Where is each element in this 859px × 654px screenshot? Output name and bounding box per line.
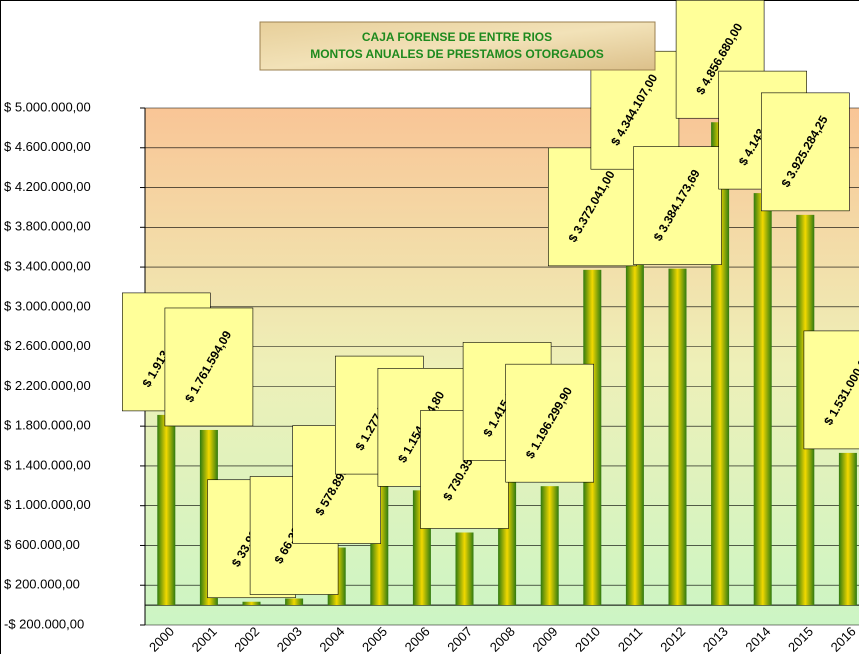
y-tick-label: $ 3.800.000,00 <box>4 219 91 234</box>
data-label-box <box>633 146 722 265</box>
bar <box>838 452 857 606</box>
chart-subtitle: MONTOS ANUALES DE PRESTAMOS OTORGADOS <box>310 47 604 61</box>
y-tick-label: $ 1.800.000,00 <box>4 418 91 433</box>
data-label-box <box>803 330 859 450</box>
y-tick-label: $ 600.000,00 <box>4 537 80 552</box>
y-tick-label: $ 5.000.000,00 <box>4 99 91 114</box>
y-tick-label: $ 4.200.000,00 <box>4 179 91 194</box>
y-tick-label: $ 4.600.000,00 <box>4 139 91 154</box>
y-tick-label: $ 3.000.000,00 <box>4 298 91 313</box>
y-tick-label: $ 1.000.000,00 <box>4 497 91 512</box>
y-tick-label: $ 200.000,00 <box>4 577 80 592</box>
y-tick-label: $ 1.400.000,00 <box>4 457 91 472</box>
y-tick-label: $ 2.600.000,00 <box>4 338 91 353</box>
y-tick-label: -$ 200.000,00 <box>4 616 84 631</box>
bar <box>455 532 474 606</box>
bar <box>285 598 304 606</box>
bar <box>540 486 559 606</box>
bar <box>157 414 176 606</box>
bar <box>668 268 687 606</box>
title-box <box>259 21 656 71</box>
y-tick-label: $ 3.400.000,00 <box>4 259 91 274</box>
bar <box>242 601 261 606</box>
chart-title: CAJA FORENSE DE ENTRE RIOS <box>362 30 552 44</box>
data-label-box <box>164 307 254 427</box>
y-tick-label: $ 2.200.000,00 <box>4 378 91 393</box>
data-label-box <box>505 363 595 483</box>
data-label-box <box>760 92 850 212</box>
bar <box>753 193 772 606</box>
bar <box>625 173 644 606</box>
